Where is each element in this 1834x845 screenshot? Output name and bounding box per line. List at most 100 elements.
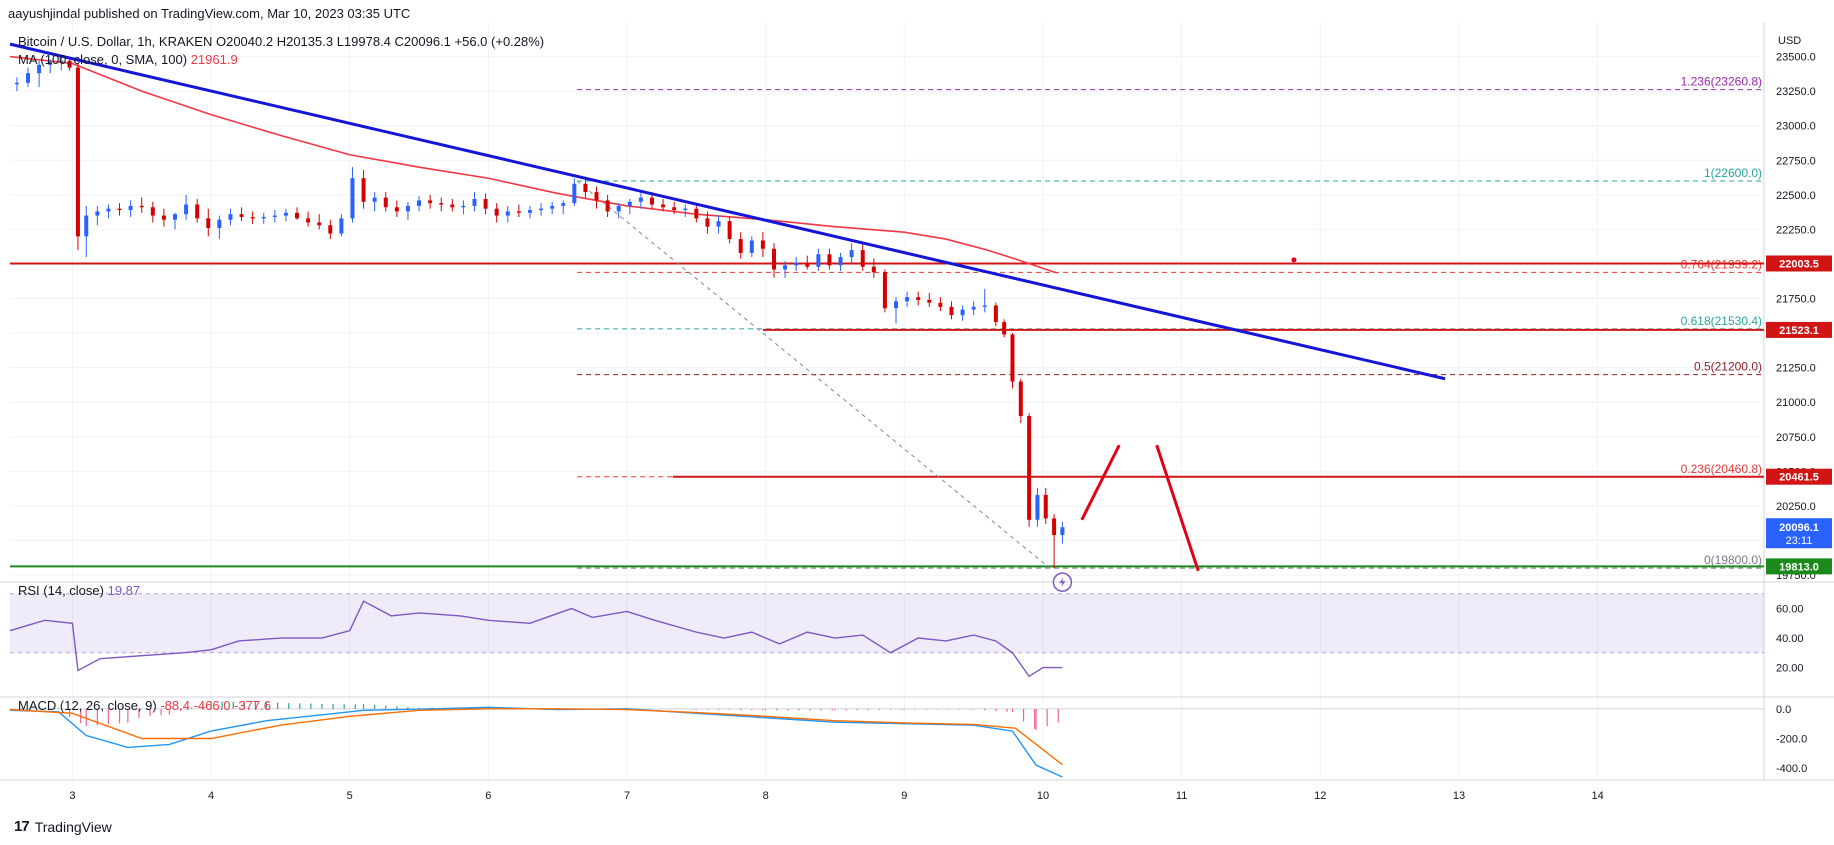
candle-50 <box>561 200 566 215</box>
candle-body-40 <box>450 204 455 208</box>
candle-body-65 <box>727 221 732 240</box>
candle-12 <box>139 197 144 213</box>
candle-body-53 <box>594 192 599 201</box>
symbol-line: Bitcoin / U.S. Dollar, 1h, KRAKEN O20040… <box>18 34 544 49</box>
fib-label-1: 1(22600.0) <box>1704 166 1762 180</box>
candle-83 <box>927 293 932 307</box>
candle-72 <box>805 255 810 270</box>
footer: 17 TradingView <box>14 818 112 835</box>
rsi-tick-label-0: 60.00 <box>1776 604 1804 616</box>
candle-body-14 <box>161 215 166 220</box>
candle-9 <box>106 204 111 219</box>
candle-97 <box>1060 521 1065 544</box>
candle-body-85 <box>949 306 954 316</box>
candle-body-63 <box>705 218 710 227</box>
candle-body-92 <box>1018 381 1023 417</box>
candle-74 <box>827 248 832 270</box>
candle-28 <box>317 214 322 230</box>
candle-27 <box>306 211 311 227</box>
x-tick-label-8: 11 <box>1176 790 1187 802</box>
fib-label-0.236: 0.236(20460.8) <box>1681 462 1762 476</box>
candle-body-77 <box>860 250 865 267</box>
bearish-trendline <box>9 42 1446 381</box>
candle-body-28 <box>317 222 322 226</box>
footer-brand: TradingView <box>34 818 112 835</box>
candle-36 <box>405 201 410 220</box>
ma-value: 21961.9 <box>190 52 238 67</box>
candle-47 <box>527 205 532 219</box>
candle-body-72 <box>805 262 810 267</box>
candle-body-52 <box>583 183 588 193</box>
candle-0 <box>14 77 19 92</box>
candle-22 <box>250 211 255 224</box>
symbol-name[interactable]: Bitcoin / U.S. Dollar, 1h, KRAKEN <box>18 34 213 49</box>
candle-body-58 <box>649 197 654 205</box>
candle-body-31 <box>350 178 355 219</box>
candle-body-26 <box>295 212 300 219</box>
ma-legend[interactable]: MA (100, close, 0, SMA, 100) 21961.9 <box>18 52 238 67</box>
candle-body-50 <box>561 203 566 206</box>
candle-73 <box>816 248 821 271</box>
candle-body-39 <box>439 203 444 205</box>
candle-body-29 <box>328 225 333 234</box>
x-tick-label-7: 10 <box>1037 790 1049 802</box>
tradingview-logo-icon[interactable]: 17 <box>14 818 30 835</box>
candle-body-59 <box>661 204 666 208</box>
y-tick-label-13: 20250.0 <box>1776 501 1816 513</box>
candle-80 <box>894 297 899 324</box>
price-tag-bg-2 <box>1766 468 1832 485</box>
macd-values: -88.4 -466.0 -377.6 <box>160 698 271 713</box>
rsi-band <box>10 593 1764 653</box>
candle-body-0 <box>14 82 19 85</box>
candle-78 <box>871 258 876 278</box>
fib-label-0.5: 0.5(21200.0) <box>1694 360 1762 374</box>
y-tick-label-9: 21250.0 <box>1776 363 1816 375</box>
macd-line <box>9 706 1063 778</box>
candle-14 <box>161 208 166 227</box>
candle-body-1 <box>26 73 31 83</box>
candle-body-70 <box>783 265 788 270</box>
candle-93 <box>1027 413 1032 527</box>
candle-body-25 <box>283 212 288 216</box>
candle-body-81 <box>905 297 910 302</box>
candle-49 <box>550 201 555 215</box>
candle-body-24 <box>272 215 277 217</box>
candle-65 <box>727 216 732 244</box>
candle-4 <box>59 56 64 71</box>
candle-body-78 <box>871 266 876 273</box>
candle-60 <box>672 201 677 215</box>
candle-body-16 <box>184 204 189 215</box>
candle-7 <box>84 205 89 258</box>
candle-body-11 <box>128 205 133 211</box>
candle-23 <box>261 212 266 224</box>
candle-body-67 <box>749 240 754 253</box>
y-tick-label-11: 20750.0 <box>1776 432 1816 444</box>
candle-16 <box>184 194 189 220</box>
candle-87 <box>971 301 976 316</box>
candle-59 <box>661 198 666 212</box>
candle-body-64 <box>716 221 721 227</box>
candle-62 <box>694 204 699 223</box>
price-tag-bg-3 <box>1766 518 1832 549</box>
x-tick-label-6: 9 <box>901 790 907 802</box>
x-tick-label-9: 12 <box>1314 790 1326 802</box>
candle-76 <box>849 243 854 264</box>
rsi-legend[interactable]: RSI (14, close) 19.87 <box>18 583 140 598</box>
candle-88 <box>982 288 987 313</box>
candle-body-75 <box>838 257 843 266</box>
macd-tick-label-0: 0.0 <box>1776 704 1791 716</box>
price-tag-bg-4 <box>1766 558 1832 575</box>
lightning-bolt-icon <box>1059 577 1066 588</box>
forecast-up-segment <box>1080 444 1121 521</box>
candle-body-73 <box>816 254 821 267</box>
candle-75 <box>838 252 843 271</box>
candle-82 <box>916 291 921 306</box>
candle-92 <box>1018 378 1023 423</box>
candle-31 <box>350 167 355 223</box>
candle-body-88 <box>982 305 987 307</box>
y-tick-label-5: 22250.0 <box>1776 224 1816 236</box>
macd-legend[interactable]: MACD (12, 26, close, 9) -88.4 -466.0 -37… <box>18 698 271 713</box>
candle-39 <box>439 197 444 212</box>
candle-1 <box>26 67 31 87</box>
